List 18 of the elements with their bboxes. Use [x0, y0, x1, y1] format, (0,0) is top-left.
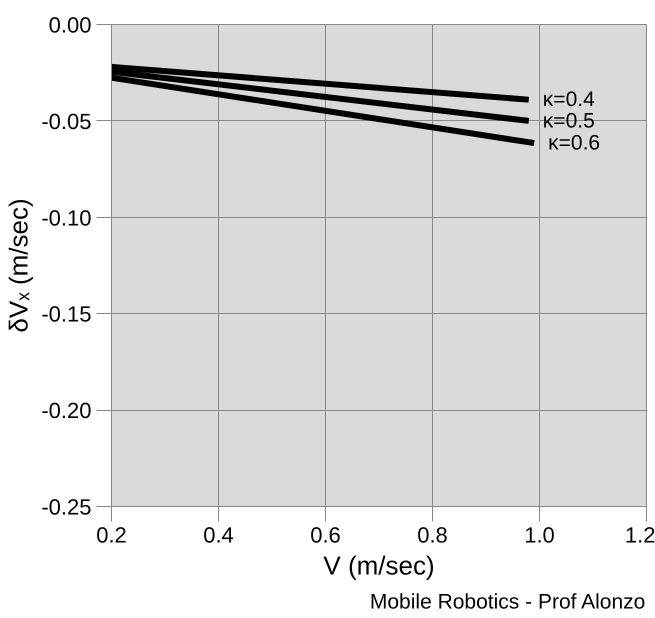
y-axis-title: δVₓ (m/sec): [3, 198, 34, 333]
y-tick-label: -0.25: [41, 494, 92, 520]
series-label: κ=0.6: [548, 132, 600, 155]
y-tick-label: -0.20: [41, 398, 92, 424]
y-tick-label: -0.10: [41, 205, 92, 230]
x-tick-label: 1.2: [624, 522, 655, 548]
y-tick-label: 0.00: [48, 12, 92, 38]
series-label: κ=0.5: [542, 109, 595, 132]
x-tick-label: 0.8: [417, 522, 448, 548]
y-tick-label: -0.15: [41, 302, 92, 327]
x-tick-label: 0.2: [96, 522, 127, 548]
series-label: κ=0.4: [542, 88, 596, 112]
x-axis-title: V (m/sec): [323, 550, 435, 580]
x-tick-label: 0.6: [310, 522, 341, 548]
y-tick-label: -0.05: [41, 108, 92, 134]
x-tick-label: 0.4: [203, 522, 234, 548]
text: Mobile Robotics - Prof Alonzo: [370, 590, 646, 614]
x-tick-label: 1.0: [524, 522, 555, 548]
